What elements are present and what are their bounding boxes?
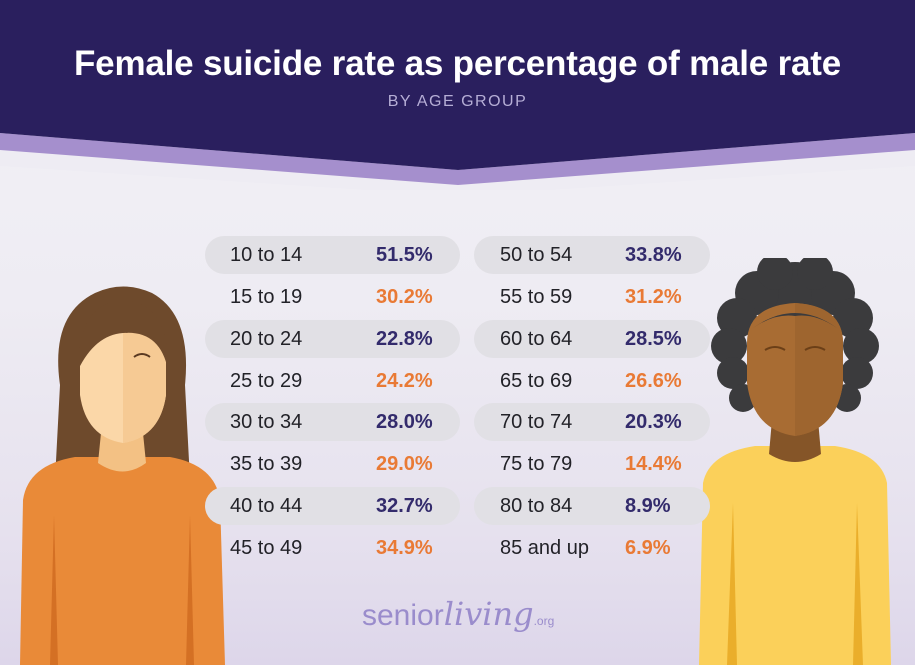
- shirt-shadow-right: [853, 503, 863, 665]
- table-row: 15 to 19 30.2%: [205, 278, 460, 316]
- table-row: 30 to 34 28.0%: [205, 403, 460, 441]
- logo-living-text: living: [443, 595, 534, 633]
- eyebrow: [133, 353, 151, 358]
- table-row: 75 to 79 14.4%: [474, 445, 710, 483]
- table-row: 40 to 44 32.7%: [205, 487, 460, 525]
- table-row: 20 to 24 22.8%: [205, 320, 460, 358]
- age-label: 40 to 44: [230, 495, 303, 517]
- table-row: 45 to 49 34.9%: [205, 529, 460, 567]
- age-label: 25 to 29: [230, 370, 303, 392]
- band-fade: [0, 148, 915, 190]
- rate-value: 33.8%: [625, 244, 682, 266]
- table-row: 65 to 69 26.6%: [474, 362, 710, 400]
- table-row: 10 to 14 51.5%: [205, 236, 460, 274]
- table-row: 55 to 59 31.2%: [474, 278, 710, 316]
- header-background: [0, 0, 915, 170]
- hair-front: [78, 300, 169, 370]
- age-label: 85 and up: [500, 537, 589, 559]
- table-row: 85 and up 6.9%: [474, 529, 710, 567]
- header-banner: [0, 0, 915, 190]
- rate-value: 32.7%: [376, 495, 433, 517]
- table-row: 25 to 29 24.2%: [205, 362, 460, 400]
- shirt: [699, 446, 891, 665]
- age-label: 10 to 14: [230, 244, 303, 266]
- table-row: 35 to 39 29.0%: [205, 445, 460, 483]
- shirt-shadow-left: [50, 515, 58, 665]
- rate-value: 29.0%: [376, 453, 433, 475]
- man-illustration: [699, 258, 891, 665]
- eyebrow-right: [804, 346, 826, 351]
- age-label: 30 to 34: [230, 411, 303, 433]
- logo-org-text: .org: [533, 614, 555, 628]
- header-band: [0, 133, 915, 185]
- rate-value: 26.6%: [625, 370, 682, 392]
- logo-senior-text: senior: [362, 599, 444, 632]
- age-label: 15 to 19: [230, 286, 303, 308]
- age-label: 75 to 79: [500, 453, 573, 475]
- seniorliving-logo: seniorliving.org: [362, 595, 554, 635]
- table-row: 70 to 74 20.3%: [474, 403, 710, 441]
- woman-illustration: [20, 286, 225, 665]
- shirt: [20, 457, 225, 665]
- age-label: 70 to 74: [500, 411, 573, 433]
- age-label: 50 to 54: [500, 244, 573, 266]
- age-label: 20 to 24: [230, 328, 303, 350]
- rate-value: 34.9%: [376, 537, 433, 559]
- rate-value: 30.2%: [376, 286, 433, 308]
- table-row: 60 to 64 28.5%: [474, 320, 710, 358]
- age-label: 45 to 49: [230, 537, 303, 559]
- shirt-shadow-left: [727, 503, 737, 665]
- age-label: 65 to 69: [500, 370, 573, 392]
- face-shade: [123, 315, 166, 443]
- rate-value: 22.8%: [376, 328, 433, 350]
- eyebrow-left: [764, 346, 786, 351]
- table-row: 50 to 54 33.8%: [474, 236, 710, 274]
- rate-value: 28.0%: [376, 411, 433, 433]
- age-label: 60 to 64: [500, 328, 573, 350]
- chart-title: Female suicide rate as percentage of mal…: [74, 44, 841, 83]
- rate-value: 28.5%: [625, 328, 682, 350]
- rate-value: 24.2%: [376, 370, 433, 392]
- age-label: 55 to 59: [500, 286, 573, 308]
- rate-value: 31.2%: [625, 286, 682, 308]
- hairline: [753, 313, 837, 328]
- rate-value: 6.9%: [625, 537, 671, 559]
- age-label: 35 to 39: [230, 453, 303, 475]
- table-row: 80 to 84 8.9%: [474, 487, 710, 525]
- rate-value: 8.9%: [625, 495, 671, 517]
- rate-value: 51.5%: [376, 244, 433, 266]
- age-label: 80 to 84: [500, 495, 573, 517]
- face-shade: [795, 303, 843, 436]
- shirt-shadow-right: [186, 515, 194, 665]
- rate-value: 14.4%: [625, 453, 682, 475]
- chart-subtitle: BY AGE GROUP: [387, 93, 528, 110]
- rate-value: 20.3%: [625, 411, 682, 433]
